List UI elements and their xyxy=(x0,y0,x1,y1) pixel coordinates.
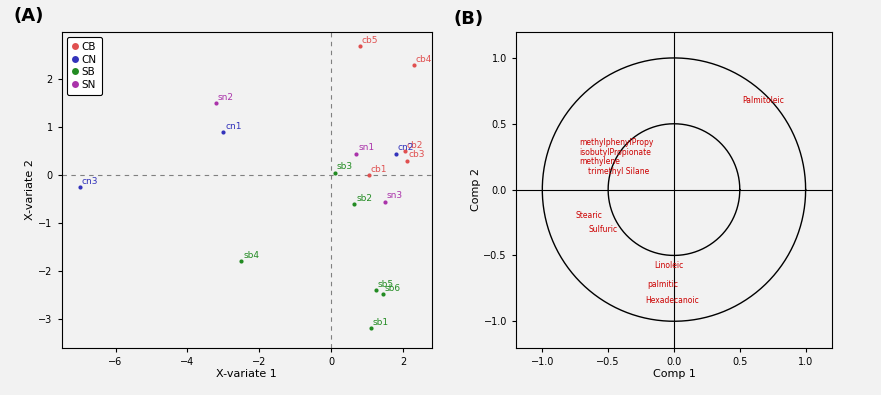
Text: cb5: cb5 xyxy=(361,36,378,45)
Text: Linoleic: Linoleic xyxy=(655,261,684,271)
Text: cb3: cb3 xyxy=(408,150,425,160)
Text: sn1: sn1 xyxy=(358,143,374,152)
Text: cb2: cb2 xyxy=(406,141,423,150)
Text: trimethyl Silane: trimethyl Silane xyxy=(589,167,649,176)
Text: sb1: sb1 xyxy=(373,318,389,327)
Text: cn1: cn1 xyxy=(226,122,241,131)
Text: Stearic: Stearic xyxy=(575,211,602,220)
Text: (A): (A) xyxy=(13,7,44,25)
Legend: CB, CN, SB, SN: CB, CN, SB, SN xyxy=(67,37,102,95)
Text: cb4: cb4 xyxy=(416,55,432,64)
Text: sb3: sb3 xyxy=(337,162,352,171)
Text: Sulfuric: Sulfuric xyxy=(589,225,618,233)
Text: cn3: cn3 xyxy=(81,177,98,186)
Text: (B): (B) xyxy=(454,9,484,28)
Text: Palmitoleic: Palmitoleic xyxy=(743,96,784,105)
Text: sn2: sn2 xyxy=(218,93,234,102)
Text: isobutylPropionate: isobutylPropionate xyxy=(579,148,651,157)
Text: sb6: sb6 xyxy=(385,284,401,293)
Text: methylphenylPropy: methylphenylPropy xyxy=(579,138,654,147)
Text: cb1: cb1 xyxy=(371,165,387,174)
Text: sb2: sb2 xyxy=(356,194,373,203)
X-axis label: Comp 1: Comp 1 xyxy=(653,369,695,380)
Text: sb4: sb4 xyxy=(243,251,259,260)
X-axis label: X-variate 1: X-variate 1 xyxy=(217,369,277,380)
Text: cn2: cn2 xyxy=(397,143,414,152)
Y-axis label: X-variate 2: X-variate 2 xyxy=(26,159,35,220)
Text: Hexadecanoic: Hexadecanoic xyxy=(645,296,699,305)
Text: sn3: sn3 xyxy=(387,191,403,200)
Text: sb5: sb5 xyxy=(378,280,394,289)
Text: palmitic: palmitic xyxy=(648,280,678,289)
Text: methylene: methylene xyxy=(579,158,620,166)
Y-axis label: Comp 2: Comp 2 xyxy=(470,168,481,211)
